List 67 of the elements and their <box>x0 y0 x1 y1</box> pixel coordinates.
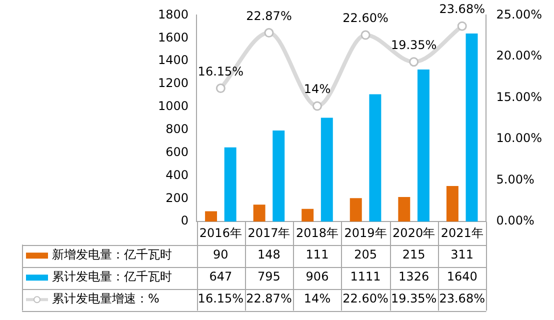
text: 19.35% <box>390 38 437 52</box>
y2-tick-label: 10.00% <box>496 131 542 146</box>
x-tick-label: 2020年 <box>392 226 436 240</box>
bar <box>205 211 218 222</box>
bar <box>320 118 333 222</box>
y-tick-label: 800 <box>166 122 189 136</box>
point <box>409 57 419 67</box>
data-label: 1640 <box>446 270 478 284</box>
data-label: 795 <box>258 270 280 284</box>
x-tick-label: 2021年 <box>440 226 484 240</box>
data-label: 311 <box>450 248 474 262</box>
data-label: 19.35% <box>390 292 437 306</box>
y2-tick-label: 0.00% <box>496 214 534 228</box>
y2-tick-label: 20.00% <box>496 48 542 63</box>
data-label: 1111 <box>350 270 381 284</box>
y2-tick-label: 15.00% <box>496 90 542 104</box>
text: 22.87% <box>246 8 292 23</box>
text: 22.60% <box>342 11 388 26</box>
y2-tick-label: 5.00% <box>496 172 534 186</box>
bar <box>253 204 266 222</box>
data-label: 647 <box>209 270 232 284</box>
x-tick-label: 2017年 <box>248 226 290 240</box>
x-tick-label: 2019年 <box>344 226 387 240</box>
y-tick-label: 1800 <box>158 7 189 22</box>
point <box>264 28 274 38</box>
data-label: 14% <box>304 292 331 306</box>
bar <box>369 94 382 222</box>
legend-label: 新增发电量：亿千瓦时 <box>52 248 172 262</box>
y-tick-label: 200 <box>166 190 189 205</box>
x-tick-label: 2016年 <box>199 226 242 240</box>
y-tick-label: 1000 <box>158 99 189 114</box>
data-label: 215 <box>402 248 426 262</box>
data-label: 22.87% <box>246 292 292 306</box>
data-label: 111 <box>306 248 329 262</box>
point <box>312 101 322 111</box>
bar <box>417 70 430 222</box>
text: 14% <box>304 82 331 96</box>
y-tick-label: 0 <box>180 214 189 228</box>
data-label: 90 <box>213 248 228 262</box>
y-tick-label: 1400 <box>158 53 189 68</box>
text: 23.68% <box>439 2 485 16</box>
data-label: 23.68% <box>439 292 485 306</box>
legend-label: 累计发电量增速：% <box>52 292 160 306</box>
data-label: 906 <box>306 270 329 284</box>
x-tick-label: 2018年 <box>296 226 339 240</box>
bar <box>446 186 458 222</box>
data-label: 16.15% <box>198 292 244 306</box>
text: 16.15% <box>198 64 244 78</box>
bar <box>466 34 478 222</box>
point <box>360 30 370 40</box>
data-label: 148 <box>258 248 280 262</box>
bar <box>302 208 314 222</box>
legend-label: 累计发电量：亿千瓦时 <box>52 270 172 284</box>
y-tick-label: 1200 <box>158 76 189 90</box>
y-tick-label: 1600 <box>158 30 189 44</box>
bar <box>350 198 362 222</box>
point <box>457 21 467 31</box>
bar <box>272 130 285 222</box>
y-tick-label: 400 <box>166 168 189 182</box>
data-label: 1326 <box>398 270 430 284</box>
y-tick-label: 600 <box>166 144 189 159</box>
point <box>216 84 226 94</box>
data-label: 22.60% <box>342 292 388 306</box>
bar <box>398 196 410 222</box>
y2-tick-label: 25.00% <box>496 7 542 22</box>
bar <box>224 147 236 222</box>
data-label: 205 <box>354 248 377 262</box>
